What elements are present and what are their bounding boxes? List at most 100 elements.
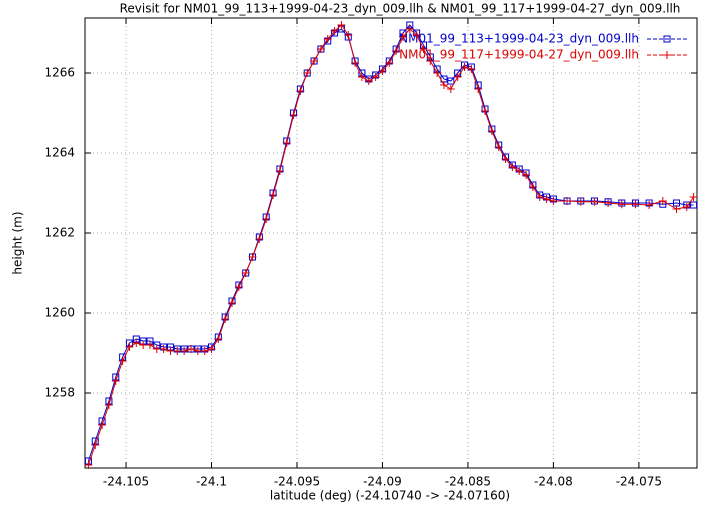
y-tick-label: 1266 bbox=[44, 66, 75, 80]
point bbox=[269, 191, 278, 199]
x-tick-label: -24.08 bbox=[534, 475, 573, 489]
point bbox=[330, 27, 339, 35]
point bbox=[303, 69, 312, 77]
x-tick-label: -24.095 bbox=[274, 475, 320, 489]
point bbox=[378, 67, 387, 75]
point bbox=[590, 197, 599, 206]
point bbox=[118, 357, 127, 365]
y-tick-label: 1262 bbox=[44, 226, 75, 240]
point bbox=[357, 73, 366, 81]
point bbox=[296, 87, 305, 95]
point bbox=[323, 35, 332, 43]
point bbox=[91, 441, 100, 449]
series-line bbox=[87, 24, 694, 462]
point bbox=[405, 25, 414, 33]
point bbox=[207, 345, 216, 353]
point bbox=[125, 343, 134, 351]
point bbox=[563, 197, 572, 205]
y-tick-label: 1260 bbox=[44, 306, 75, 320]
point bbox=[275, 167, 284, 175]
point bbox=[371, 73, 380, 81]
point bbox=[289, 111, 298, 119]
point bbox=[104, 401, 113, 409]
point bbox=[426, 57, 435, 65]
point bbox=[501, 155, 510, 163]
point bbox=[228, 299, 237, 307]
point bbox=[255, 235, 264, 243]
point bbox=[111, 377, 120, 385]
chart-title: Revisit for NM01_99_113+1999-04-23_dyn_0… bbox=[120, 2, 681, 16]
point bbox=[166, 347, 175, 355]
point bbox=[631, 200, 640, 209]
point bbox=[221, 315, 230, 323]
point bbox=[645, 201, 654, 209]
series-line bbox=[87, 24, 694, 466]
point bbox=[152, 345, 161, 353]
point bbox=[658, 197, 667, 205]
point bbox=[604, 199, 613, 207]
point bbox=[385, 59, 394, 67]
point bbox=[433, 69, 442, 77]
x-tick-label: -24.075 bbox=[616, 475, 662, 489]
point bbox=[173, 347, 182, 355]
point bbox=[84, 461, 93, 469]
point bbox=[241, 269, 250, 277]
point bbox=[159, 345, 168, 353]
point bbox=[282, 139, 291, 147]
legend-marker bbox=[663, 51, 671, 59]
point bbox=[193, 347, 202, 355]
x-tick-label: -24.085 bbox=[445, 475, 491, 489]
point bbox=[576, 197, 585, 206]
point bbox=[481, 107, 490, 115]
x-axis-label: latitude (deg) (-24.10740 -> -24.07160) bbox=[270, 489, 510, 503]
y-axis-label: height (m) bbox=[11, 211, 25, 274]
point bbox=[522, 171, 531, 179]
point bbox=[474, 85, 483, 93]
point bbox=[467, 65, 476, 73]
point bbox=[186, 345, 195, 353]
point bbox=[508, 163, 517, 171]
point bbox=[682, 203, 691, 211]
legend-marker bbox=[663, 35, 671, 43]
x-tick-label: -24.105 bbox=[103, 475, 149, 489]
point bbox=[364, 77, 373, 85]
point bbox=[344, 31, 353, 39]
point bbox=[262, 215, 271, 223]
point bbox=[200, 347, 209, 355]
point bbox=[494, 143, 503, 151]
legend-label: NM01_99_113+1999-04-23_dyn_009.llh bbox=[399, 32, 639, 46]
point bbox=[180, 347, 189, 355]
point bbox=[310, 57, 319, 65]
point bbox=[460, 63, 469, 71]
point bbox=[392, 47, 401, 55]
point bbox=[145, 341, 154, 349]
point bbox=[617, 200, 626, 209]
point bbox=[515, 167, 524, 175]
point bbox=[398, 33, 407, 41]
point bbox=[672, 205, 681, 213]
point bbox=[690, 201, 698, 209]
point bbox=[248, 253, 257, 261]
x-tick-label: -24.1 bbox=[196, 475, 227, 489]
point bbox=[412, 31, 421, 39]
point bbox=[535, 193, 544, 201]
point bbox=[447, 77, 455, 85]
point bbox=[453, 73, 462, 81]
point bbox=[439, 81, 448, 89]
legend-label: NM01_99_117+1999-04-27_dyn_009.llh bbox=[399, 48, 639, 62]
point bbox=[689, 193, 698, 201]
point bbox=[446, 85, 455, 93]
y-tick-label: 1258 bbox=[44, 386, 75, 400]
point bbox=[351, 59, 360, 67]
point bbox=[419, 45, 428, 53]
point bbox=[98, 421, 107, 429]
point bbox=[214, 335, 223, 343]
y-tick-label: 1264 bbox=[44, 146, 75, 160]
point bbox=[549, 197, 558, 205]
plot-frame bbox=[84, 17, 698, 469]
point bbox=[542, 195, 551, 203]
point bbox=[234, 283, 243, 291]
point bbox=[528, 183, 537, 191]
point bbox=[139, 341, 148, 349]
